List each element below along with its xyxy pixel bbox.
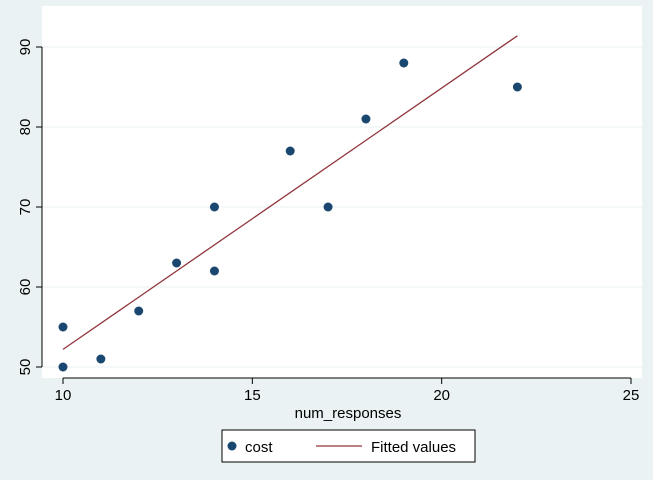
legend: cost Fitted values [221, 429, 476, 463]
x-tick-label: 15 [244, 387, 261, 404]
data-point [58, 322, 68, 332]
data-point [96, 354, 106, 364]
gridlines [42, 46, 642, 368]
fitted-line-layer [62, 35, 518, 350]
y-tick-label: 80 [17, 119, 34, 136]
x-tick-label: 10 [55, 387, 72, 404]
points-layer [58, 58, 522, 372]
axes: 50 60 70 80 90 10 15 20 25 [17, 39, 639, 404]
y-tick-label: 50 [17, 359, 34, 376]
data-point [285, 146, 295, 156]
plot-area [42, 6, 642, 378]
legend-marker-cost [227, 441, 237, 451]
data-point [134, 306, 144, 316]
data-point [209, 266, 219, 276]
data-point [323, 202, 333, 212]
x-axis-label: num_responses [295, 405, 402, 422]
legend-label-cost: cost [245, 439, 273, 456]
data-point [172, 258, 182, 268]
x-tick-label: 20 [433, 387, 450, 404]
data-point [209, 202, 219, 212]
y-tick-label: 70 [17, 199, 34, 216]
data-point [512, 82, 522, 92]
data-point [58, 362, 68, 372]
y-tick-label: 90 [17, 39, 34, 56]
data-point [361, 114, 371, 124]
fitted-values-line [62, 35, 518, 350]
x-tick-label: 25 [623, 387, 640, 404]
legend-label-fitted: Fitted values [371, 439, 456, 456]
y-tick-label: 60 [17, 279, 34, 296]
data-point [399, 58, 409, 68]
